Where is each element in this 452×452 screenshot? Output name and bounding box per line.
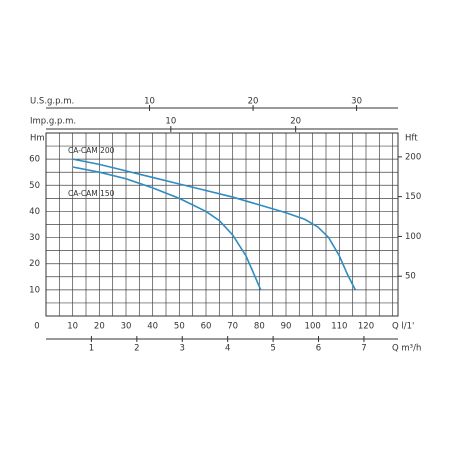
x4-tick-label: 5 — [270, 344, 275, 354]
x4-tick-label: 6 — [316, 344, 321, 354]
x-tick-label: 30 — [121, 322, 132, 332]
x3-axis-label: Imp.g.p.m. — [30, 117, 76, 127]
x-tick-label: 40 — [147, 322, 158, 332]
x-tick-label: 50 — [174, 322, 185, 332]
x4-tick-label: 2 — [134, 344, 139, 354]
x-tick-label: 0 — [34, 322, 39, 332]
y2-axis-label: Hft — [405, 134, 418, 144]
x2-tick-label: 20 — [248, 97, 259, 107]
x-tick-label: 20 — [94, 322, 105, 332]
y-tick-label: 20 — [29, 259, 40, 269]
x4-tick-label: 7 — [361, 344, 366, 354]
y2-tick-label: 150 — [405, 192, 421, 202]
curve-label: CA-CAM 200 — [68, 146, 115, 155]
x-tick-label: 90 — [281, 322, 292, 332]
y2-tick-label: 50 — [405, 272, 416, 282]
x3-tick-label: 20 — [290, 117, 301, 127]
x3-tick-label: 10 — [165, 117, 176, 127]
x-tick-label: 10 — [67, 322, 78, 332]
x-tick-label: 80 — [254, 322, 265, 332]
y-tick-label: 40 — [29, 207, 40, 217]
x-tick-label: 70 — [227, 322, 238, 332]
x-axis-label: Q l/1' — [392, 322, 414, 332]
x-tick-label: 110 — [331, 322, 347, 332]
y-tick-label: 50 — [29, 181, 40, 191]
curve-label: CA-CAM 150 — [68, 189, 115, 198]
x-tick-label: 100 — [305, 322, 321, 332]
x-tick-label: 120 — [358, 322, 374, 332]
x4-axis-label: Q m³/h — [392, 344, 421, 354]
y-tick-label: 10 — [29, 285, 40, 295]
y2-tick-label: 100 — [405, 232, 421, 242]
y-axis-label: Hm — [30, 134, 45, 144]
x2-tick-label: 30 — [351, 97, 362, 107]
y-tick-label: 30 — [29, 233, 40, 243]
x4-tick-label: 1 — [89, 344, 94, 354]
plot-frame — [45, 132, 399, 317]
curve — [72, 166, 262, 291]
x4-tick-label: 4 — [225, 344, 230, 354]
x2-tick-label: 10 — [144, 97, 155, 107]
curve — [72, 158, 357, 291]
x-tick-label: 60 — [201, 322, 212, 332]
y2-tick-label: 200 — [405, 152, 421, 162]
x4-tick-label: 3 — [180, 344, 185, 354]
x2-axis-label: U.S.g.p.m. — [30, 97, 74, 107]
y-tick-label: 60 — [29, 155, 40, 165]
